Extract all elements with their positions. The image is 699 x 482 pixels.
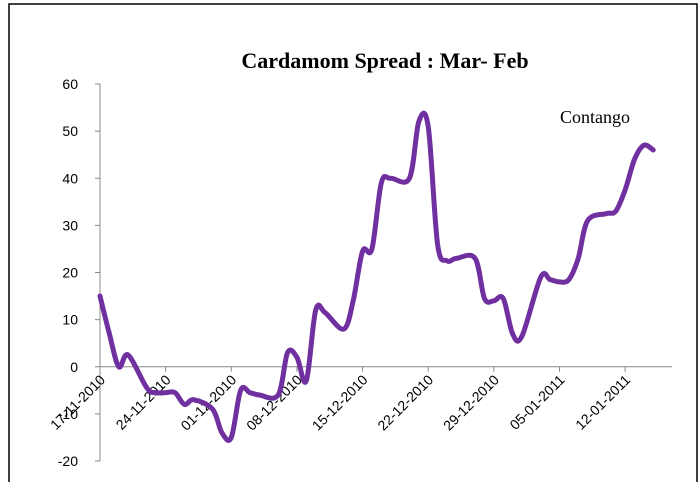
annotation: Contango xyxy=(560,107,630,127)
y-tick-label: -10 xyxy=(58,406,78,422)
y-tick-label: 30 xyxy=(62,217,78,233)
y-tick-label: 0 xyxy=(70,359,78,375)
y-tick-label: 40 xyxy=(62,170,78,186)
line-series xyxy=(97,110,656,443)
y-tick-label: 60 xyxy=(62,76,78,92)
chart-title: Cardamom Spread : Mar- Feb xyxy=(241,48,528,73)
y-tick-label: 10 xyxy=(62,312,78,328)
y-tick-label: -20 xyxy=(58,453,78,469)
y-tick-label: 20 xyxy=(62,265,78,281)
y-tick-label: 50 xyxy=(62,123,78,139)
